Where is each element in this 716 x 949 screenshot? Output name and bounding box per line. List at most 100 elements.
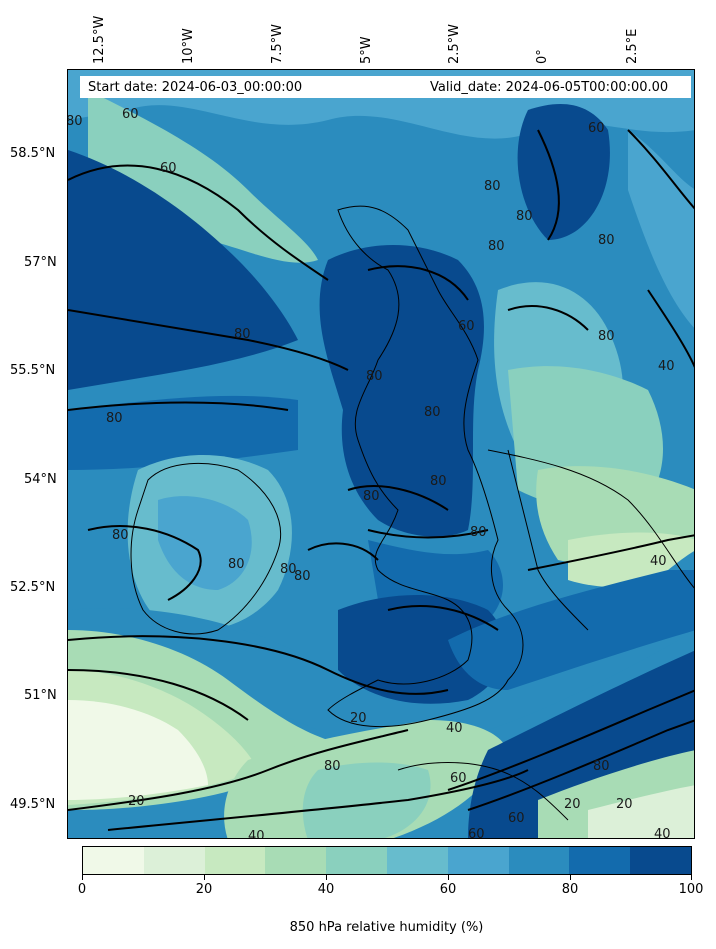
contour-label: 80 [484, 179, 501, 194]
contour-line [447, 689, 694, 791]
britain-coastline [327, 205, 524, 727]
lat-label: 51°N [24, 688, 57, 703]
contour-label: 80 [470, 525, 487, 540]
contour-label: 40 [446, 721, 463, 736]
colorbar-segment [326, 847, 387, 874]
contour-label: 80 [598, 329, 615, 344]
colorbar-tick-label: 20 [195, 882, 213, 897]
humidity-fill-band [158, 496, 252, 590]
humidity-fill-band [448, 570, 694, 690]
date-header-box [80, 76, 691, 98]
colorbar [82, 846, 692, 875]
colorbar-segment [83, 847, 144, 874]
colorbar-tick [691, 875, 692, 880]
colorbar-segment [569, 847, 631, 874]
humidity-fill-band [628, 130, 694, 328]
contour-label: 80 [294, 569, 311, 584]
contour-line [537, 129, 560, 241]
humidity-fill-band [68, 551, 694, 745]
lat-label: 49.5°N [10, 797, 56, 812]
colorbar-segment [447, 847, 509, 874]
map-plot-area: 80 60 60 80 80 80 80 80 60 80 80 60 80 8… [67, 69, 695, 839]
contour-line [68, 635, 449, 695]
coastlines [130, 205, 694, 821]
colorbar-segment [265, 847, 327, 874]
contour-label: 40 [248, 829, 265, 839]
contour-label: 80 [363, 489, 380, 504]
humidity-fill-band [588, 785, 694, 838]
colorbar-tick-label: 80 [561, 882, 579, 897]
contour-label: 20 [616, 797, 633, 812]
contour-label: 80 [68, 114, 83, 129]
contour-label: 80 [106, 411, 123, 426]
contour-label: 80 [234, 327, 251, 342]
contour-label: 80 [488, 239, 505, 254]
contour-label: 60 [450, 771, 467, 786]
humidity-fill-band [517, 104, 610, 240]
contour-line [68, 401, 289, 411]
colorbar-segment [143, 847, 205, 874]
contour-label: 80 [516, 209, 533, 224]
contour-line [307, 542, 379, 561]
contour-label: 60 [122, 107, 139, 122]
humidity-fill-band [68, 150, 298, 390]
contour-line [467, 719, 694, 811]
colorbar-tick-label: 0 [77, 882, 87, 897]
contour-line [387, 605, 499, 631]
contour-line [107, 769, 529, 831]
contour-label: 80 [598, 233, 615, 248]
humidity-fill-band [68, 700, 208, 800]
contour-label: 60 [468, 827, 485, 839]
humidity-fill-band [338, 595, 506, 704]
contour-line [507, 305, 589, 331]
lon-label: 7.5°W [270, 23, 285, 64]
colorbar-segment [508, 847, 570, 874]
contour-label: 60 [588, 121, 605, 136]
contour-label: 40 [650, 554, 667, 569]
humidity-fill-band [68, 395, 298, 470]
colorbar-tick-label: 100 [678, 882, 704, 897]
colorbar-tick [448, 875, 449, 880]
colorbar-tick [326, 875, 327, 880]
contour-label: 20 [564, 797, 581, 812]
lon-label: 2.5°E [625, 28, 640, 64]
contour-label: 80 [366, 369, 383, 384]
contour-label: 80 [324, 759, 341, 774]
contour-label: 60 [458, 319, 475, 334]
contour-line [647, 289, 694, 368]
colorbar-segment [630, 847, 691, 874]
lat-label: 52.5°N [10, 580, 56, 595]
humidity-field: 80 60 60 80 80 80 80 80 60 80 80 60 80 8… [68, 70, 694, 839]
valid-date-label: Valid_date: 2024-06-05T00:00:00.00 [430, 80, 669, 95]
contour-label: 80 [430, 474, 447, 489]
colorbar-title: 850 hPa relative humidity (%) [289, 920, 484, 935]
contour-label: 60 [508, 811, 525, 826]
border-line [507, 449, 589, 631]
contour-line [87, 525, 202, 601]
continent-coastline [487, 449, 694, 589]
contour-label: 40 [654, 827, 671, 839]
humidity-fill-band [302, 762, 431, 838]
lon-label: 5°W [359, 36, 374, 64]
colorbar-tick-label: 60 [439, 882, 457, 897]
humidity-fill-band [319, 245, 484, 537]
contour-label: 60 [160, 161, 177, 176]
start-date-label: Start date: 2024-06-03_00:00:00 [88, 80, 303, 95]
contour-label: 80 [228, 557, 245, 572]
contour-line [367, 265, 469, 301]
lon-label: 0° [535, 49, 550, 64]
france-coastline [397, 762, 569, 821]
contour-line [347, 485, 449, 511]
lat-label: 58.5°N [10, 146, 56, 161]
lon-label: 12.5°W [92, 15, 107, 64]
humidity-contours [68, 129, 694, 831]
lat-label: 54°N [24, 472, 57, 487]
contour-labels: 80 60 60 80 80 80 80 80 60 80 80 60 80 8… [68, 107, 675, 839]
contour-line [68, 729, 409, 811]
contour-line [68, 164, 329, 281]
contour-line [527, 534, 694, 571]
contour-label: 80 [424, 405, 441, 420]
ireland-coastline [130, 462, 282, 635]
lat-label: 55.5°N [10, 363, 56, 378]
